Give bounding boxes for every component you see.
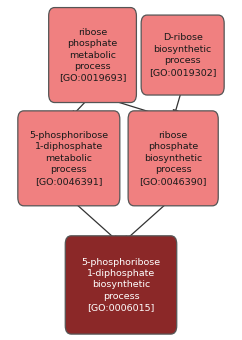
FancyBboxPatch shape: [128, 111, 218, 206]
Text: 5-phosphoribose
1-diphosphate
metabolic
process
[GO:0046391]: 5-phosphoribose 1-diphosphate metabolic …: [29, 131, 108, 186]
FancyBboxPatch shape: [141, 15, 224, 95]
Text: 5-phosphoribose
1-diphosphate
biosynthetic
process
[GO:0006015]: 5-phosphoribose 1-diphosphate biosynthet…: [82, 258, 160, 312]
Text: ribose
phosphate
biosynthetic
process
[GO:0046390]: ribose phosphate biosynthetic process [G…: [139, 131, 207, 186]
FancyBboxPatch shape: [49, 7, 136, 103]
FancyBboxPatch shape: [18, 111, 120, 206]
Text: ribose
phosphate
metabolic
process
[GO:0019693]: ribose phosphate metabolic process [GO:0…: [59, 28, 126, 82]
FancyBboxPatch shape: [65, 236, 177, 334]
Text: D-ribose
biosynthetic
process
[GO:0019302]: D-ribose biosynthetic process [GO:001930…: [149, 33, 216, 77]
